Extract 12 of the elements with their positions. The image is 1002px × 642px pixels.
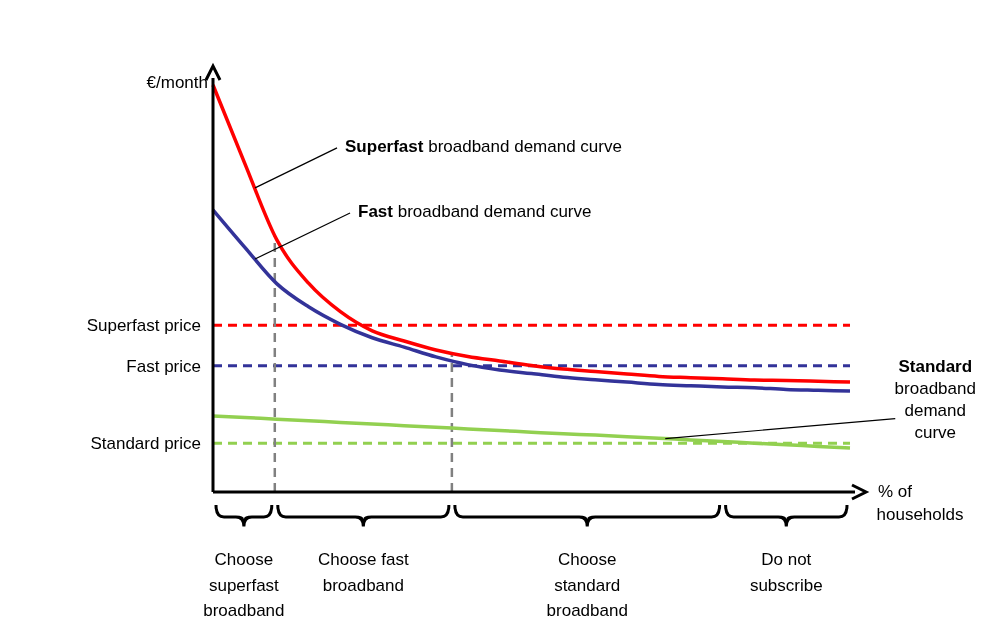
annotation: Superfast broadband demand curve [345,136,622,156]
text: Choose superfast broadband [203,550,285,620]
x-axis-title: % of households [876,482,964,524]
y-axis-title: €/month [146,73,208,92]
text: Do not subscribe [749,550,823,595]
text: Choose fast broadband [317,550,409,595]
ref-line-label: Fast price [126,356,201,376]
text: Choose standard broadband [546,550,628,620]
text: Standard broadband demand curve [894,356,976,442]
annotation: Fast broadband demand curve [358,201,592,221]
ref-line-label: Superfast price [86,316,201,336]
ref-line-label: Standard price [90,434,201,454]
